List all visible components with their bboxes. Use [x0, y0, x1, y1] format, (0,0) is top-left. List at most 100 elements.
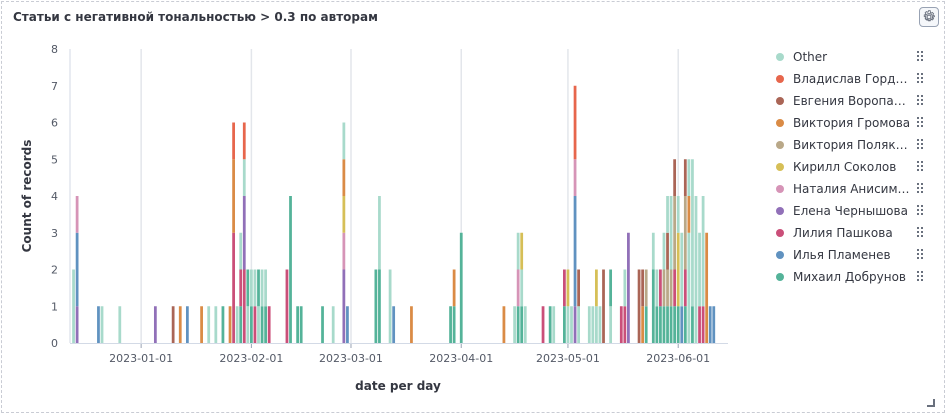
bar-segment[interactable]: 2023-03-12 · Other: 2 [388, 269, 392, 344]
bar-segment[interactable]: 2023-03-18 · Виктория Громова: 1 [410, 306, 413, 343]
bar-segment[interactable]: 2023-04-27 · Other: 1 [552, 306, 556, 343]
bar-segment[interactable]: 2023-05-23 · Михаил Добрунов: 1 [644, 306, 648, 343]
bar-segment[interactable]: 2023-04-18 · Михаил Добрунов: 1 [520, 306, 524, 343]
bar-segment[interactable]: 2023-05-04 · Other: 1 [577, 306, 580, 343]
bar-segment[interactable]: 2023-05-23 · Виктория Полякова: 1 [644, 269, 648, 307]
bar-segment[interactable]: 2023-06-10 · Илья Пламенев: 1 [708, 306, 712, 343]
bar-segment[interactable]: 2023-05-08 · Other: 1 [591, 306, 595, 343]
legend-item[interactable]: Елена Чернышова [772, 200, 932, 222]
bar-segment[interactable]: 2023-05-28 · Михаил Добрунов: 1 [662, 306, 666, 343]
bar-segment[interactable]: 2023-02-21 · Михаил Добрунов: 1 [321, 306, 324, 343]
bar-segment[interactable]: 2023-01-24 · Михаил Добрунов: 1 [221, 306, 225, 343]
bar-segment[interactable]: 2023-05-29 · Other: 1 [666, 196, 669, 233]
bar-segment[interactable]: 2023-04-18 · Кирилл Соколов: 1 [520, 232, 524, 270]
bar-segment[interactable]: 2023-05-03 · Елена Чернышова: 1 [573, 306, 577, 343]
bar-segment[interactable]: 2023-05-28 · Виктория Полякова: 1 [662, 269, 666, 307]
bar-segment[interactable]: 2022-12-14 · Елена Чернышова: 1 [75, 306, 79, 343]
legend-options-icon[interactable] [917, 271, 923, 283]
bar-segment[interactable]: 2023-02-24 · Other: 1 [331, 306, 335, 343]
bar-segment[interactable]: 2022-12-14 · Илья Пламенев: 2 [75, 232, 79, 307]
bar-segment[interactable]: 2023-05-09 · Other: 1 [595, 306, 598, 343]
bar-segment[interactable]: 2023-04-01 · Михаил Добрунов: 3 [459, 232, 463, 343]
bar-segment[interactable]: 2023-02-11 · Лилия Пашкова: 2 [285, 269, 289, 344]
bar-segment[interactable]: 2023-02-02 · Other: 1 [253, 269, 257, 307]
bar-segment[interactable]: 2023-05-31 · Евгения Воропаева: 1 [673, 159, 677, 196]
bar-segment[interactable]: 2023-03-09 · Other: 2 [378, 196, 381, 270]
bar-segment[interactable]: 2023-01-26 · Виктория Громова: 1 [228, 306, 232, 343]
bar-segment[interactable]: 2023-05-29 · Виктория Полякова: 1 [666, 269, 669, 307]
bar-segment[interactable]: 2023-06-01 · Михаил Добрунов: 1 [676, 306, 680, 343]
legend-options-icon[interactable] [917, 139, 923, 151]
bar-segment[interactable]: 2023-05-09 · Кирилл Соколов: 1 [595, 269, 598, 307]
bar-segment[interactable]: 2023-01-18 · Виктория Громова: 1 [200, 306, 203, 343]
bar-segment[interactable]: 2023-05-03 · Наталия Анисимова: 1 [573, 159, 577, 196]
bar-segment[interactable]: 2023-01-30 · Лилия Пашкова: 2 [242, 269, 246, 344]
panel-settings-button[interactable] [919, 7, 939, 27]
bar-segment[interactable]: 2023-02-01 · Other: 1 [250, 269, 253, 307]
bar-segment[interactable]: 2023-05-02 · Other: 1 [570, 306, 573, 343]
legend-item[interactable]: Кирилл Соколов [772, 156, 932, 178]
bar-segment[interactable]: 2023-05-01 · Кирилл Соколов: 1 [566, 269, 570, 307]
bar-segment[interactable]: 2023-05-29 · Евгения Воропаева: 1 [666, 232, 669, 270]
legend-options-icon[interactable] [917, 183, 923, 195]
bar-segment[interactable]: 2023-03-08 · Михаил Добрунов: 2 [374, 269, 378, 344]
bar-segment[interactable]: 2023-01-10 · Евгения Воропаева: 1 [171, 306, 175, 343]
bar-segment[interactable]: 2023-06-03 · Михаил Добрунов: 1 [683, 306, 687, 343]
bar-segment[interactable]: 2023-06-03 · Виктория Полякова: 2 [683, 196, 687, 270]
bar-segment[interactable]: 2023-05-26 · Other: 1 [655, 269, 659, 307]
legend-item[interactable]: Other [772, 46, 932, 68]
bar-segment[interactable]: 2023-05-17 · Лилия Пашкова: 1 [623, 306, 627, 343]
bar-segment[interactable]: 2023-06-08 · Лилия Пашкова: 1 [701, 306, 705, 343]
bar-segment[interactable]: 2023-02-05 · Other: 1 [264, 269, 267, 307]
bar-segment[interactable]: 2023-05-30 · Виктория Полякова: 1 [669, 269, 673, 307]
bar-segment[interactable]: 2023-05-29 · Михаил Добрунов: 1 [666, 306, 669, 343]
legend-item[interactable]: Михаил Добрунов [772, 266, 932, 288]
bar-segment[interactable]: 2022-12-20 · Илья Пламенев: 1 [97, 306, 100, 343]
bar-segment[interactable]: 2023-06-05 · Other: 4 [691, 159, 694, 307]
bar-segment[interactable]: 2023-06-01 · Кирилл Соколов: 2 [676, 232, 680, 307]
bar-segment[interactable]: 2022-12-21 · Other: 1 [100, 306, 104, 343]
legend-options-icon[interactable] [917, 249, 923, 261]
bar-segment[interactable]: 2023-05-03 · Владислав Горделадзе: 2 [573, 85, 577, 160]
legend-item[interactable]: Евгения Воропаева [772, 90, 932, 112]
legend-options-icon[interactable] [917, 227, 923, 239]
bar-segment[interactable]: 2023-01-29 · Other: 1 [239, 232, 243, 270]
bar-segment[interactable]: 2023-01-30 · Other: 1 [242, 159, 246, 196]
bar-segment[interactable]: 2023-01-29 · Лилия Пашкова: 1 [239, 269, 243, 307]
bar-segment[interactable]: 2023-04-16 · Other: 1 [513, 306, 516, 343]
bar-segment[interactable]: 2023-05-22 · Виктория Громова: 1 [641, 306, 645, 343]
legend-options-icon[interactable] [917, 73, 923, 85]
legend-item[interactable]: Лилия Пашкова [772, 222, 932, 244]
bar-segment[interactable]: 2023-01-28 · Other: 1 [235, 306, 239, 343]
bar-segment[interactable]: 2023-02-01 · Михаил Добрунов: 1 [250, 306, 253, 343]
bar-segment[interactable]: 2023-04-30 · Лилия Пашкова: 1 [563, 269, 566, 307]
bar-segment[interactable]: 2023-05-13 · Михаил Добрунов: 1 [609, 269, 613, 307]
bar-segment[interactable]: 2023-01-29 · Михаил Добрунов: 1 [239, 306, 243, 343]
bar-segment[interactable]: 2023-06-04 · Other: 3 [687, 232, 691, 343]
bar-segment[interactable]: 2023-06-06 · Other: 4 [694, 196, 698, 343]
resize-handle-icon[interactable] [927, 399, 935, 407]
bar-segment[interactable]: 2023-05-27 · Михаил Добрунов: 1 [659, 306, 662, 343]
bar-segment[interactable]: 2023-05-13 · Other: 1 [609, 306, 613, 343]
bar-segment[interactable]: 2023-01-27 · Владислав Горделадзе: 1 [232, 122, 235, 160]
legend-options-icon[interactable] [917, 205, 923, 217]
bar-segment[interactable]: 2023-05-17 · Other: 1 [623, 269, 627, 307]
bar-segment[interactable]: 2023-02-27 · Other: 1 [342, 122, 346, 160]
legend-item[interactable]: Виктория Полякова [772, 134, 932, 156]
bar-segment[interactable]: 2023-02-12 · Михаил Добрунов: 4 [289, 196, 292, 343]
bar-segment[interactable]: 2023-01-22 · Other: 1 [214, 306, 218, 343]
bar-segment[interactable]: 2023-06-05 · Михаил Добрунов: 1 [691, 306, 694, 343]
bar-segment[interactable]: 2023-03-09 · Михаил Добрунов: 2 [378, 269, 381, 344]
bar-segment[interactable]: 2023-02-27 · Елена Чернышова: 2 [342, 269, 346, 344]
bar-segment[interactable]: 2023-05-30 · Other: 2 [669, 196, 673, 270]
bar-segment[interactable]: 2023-04-24 · Лилия Пашкова: 1 [541, 306, 545, 343]
bar-segment[interactable]: 2023-04-17 · Наталия Анисимова: 1 [516, 269, 520, 307]
bar-segment[interactable]: 2022-12-26 · Other: 1 [118, 306, 122, 343]
bar-segment[interactable]: 2023-05-04 · Евгения Воропаева: 1 [577, 269, 580, 307]
bar-segment[interactable]: 2023-04-13 · Виктория Громова: 1 [502, 306, 506, 343]
bar-segment[interactable]: 2023-02-06 · Лилия Пашкова: 1 [267, 306, 271, 343]
bar-segment[interactable]: 2023-01-31 · Other: 1 [246, 306, 250, 343]
legend-item[interactable]: Илья Пламенев [772, 244, 932, 266]
legend-options-icon[interactable] [917, 161, 923, 173]
bar-segment[interactable]: 2023-04-19 · Other: 1 [523, 306, 527, 343]
